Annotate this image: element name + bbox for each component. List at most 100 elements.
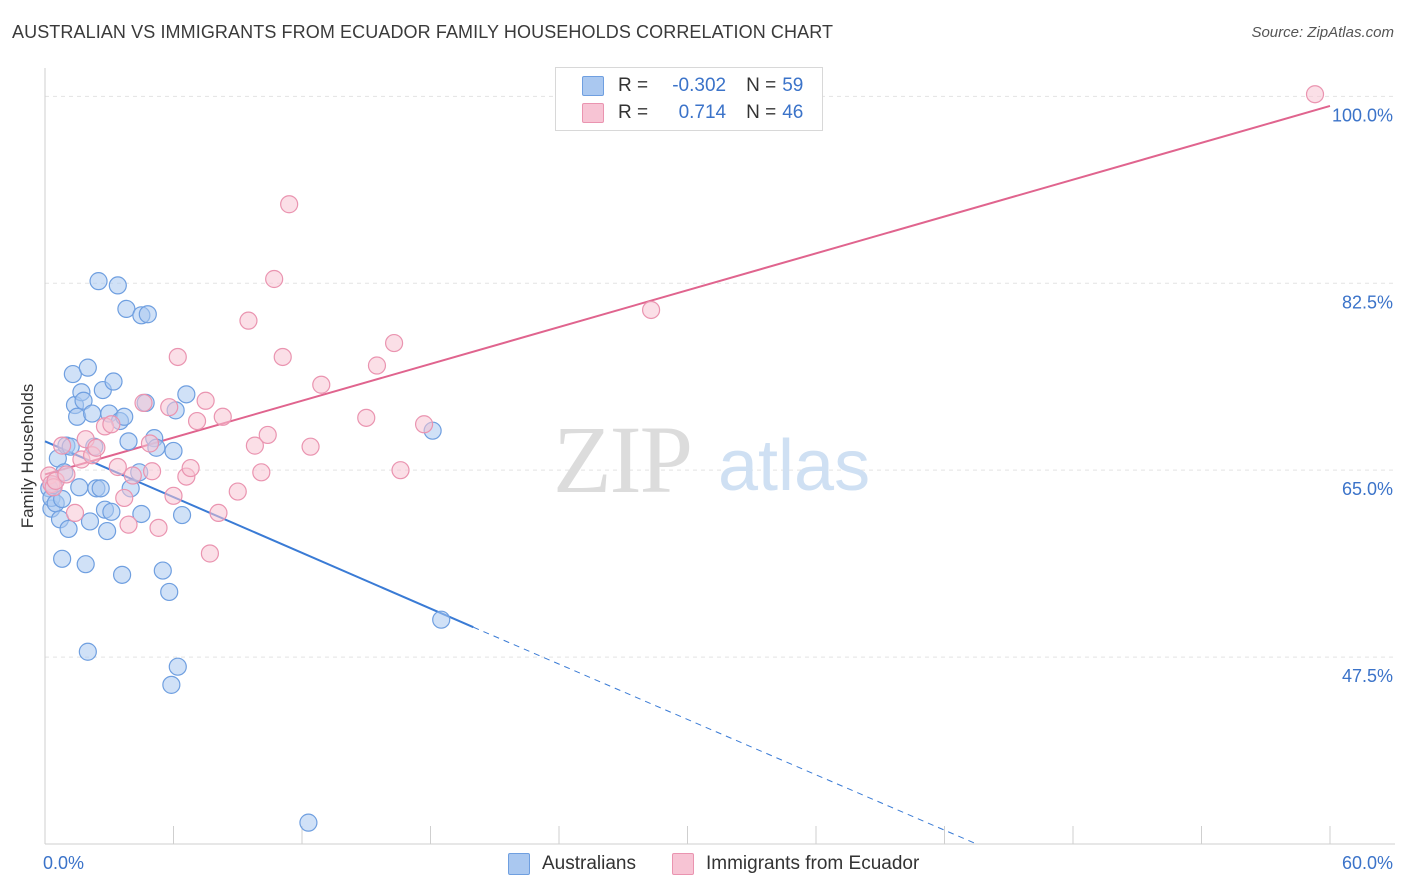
- point-australians: [68, 407, 87, 426]
- watermark-zip: ZIP: [553, 406, 691, 513]
- point-ecuador: [108, 457, 127, 477]
- point-australians: [164, 441, 183, 461]
- point-australians: [160, 582, 179, 602]
- n-label: N =: [746, 75, 777, 96]
- point-australians: [153, 561, 172, 580]
- n-label: N =: [746, 102, 777, 123]
- point-ecuador: [213, 407, 232, 426]
- point-ecuador: [123, 466, 142, 485]
- point-australians: [102, 502, 121, 521]
- chart-title: AUSTRALIAN VS IMMIGRANTS FROM ECUADOR FA…: [12, 22, 834, 42]
- r-label: R =: [618, 75, 649, 96]
- y-tick-label: 65.0%: [1342, 479, 1393, 499]
- point-ecuador: [196, 391, 215, 410]
- r-label: R =: [618, 102, 649, 123]
- stats-legend: R = -0.302 N = 59 R = 0.714 N = 46: [555, 67, 823, 131]
- point-australians: [91, 479, 110, 498]
- stats-legend-row-ecuador: R = 0.714 N = 46: [582, 101, 803, 125]
- point-australians: [80, 512, 100, 531]
- point-ecuador: [140, 434, 160, 453]
- point-ecuador: [258, 425, 277, 445]
- y-tick-label: 47.5%: [1342, 666, 1393, 686]
- y-tick-label: 82.5%: [1342, 292, 1393, 312]
- point-australians: [78, 642, 97, 661]
- legend-label: Australians: [542, 853, 636, 874]
- point-australians: [299, 813, 318, 832]
- point-australians: [98, 521, 117, 541]
- point-ecuador: [245, 436, 264, 455]
- point-ecuador: [1305, 85, 1325, 104]
- point-ecuador: [115, 488, 134, 508]
- point-australians: [112, 565, 132, 584]
- x-tick-label: 0.0%: [43, 853, 84, 873]
- point-australians: [162, 675, 181, 694]
- point-australians: [177, 385, 196, 404]
- point-australians: [89, 272, 108, 291]
- point-ecuador: [142, 462, 162, 481]
- n-value: 59: [782, 75, 804, 96]
- y-axis-title: Family Households: [18, 383, 37, 529]
- grid-lines: [45, 95, 1395, 658]
- stats-legend-row-australians: R = -0.302 N = 59: [582, 74, 803, 98]
- point-ecuador: [239, 311, 258, 330]
- point-ecuador: [53, 436, 72, 455]
- point-australians: [132, 504, 151, 524]
- point-australians: [138, 305, 157, 324]
- point-ecuador: [367, 356, 387, 375]
- data-points: [40, 85, 1325, 832]
- legend-item-australians: Australians: [508, 852, 636, 876]
- point-australians: [76, 555, 95, 574]
- point-ecuador: [641, 300, 661, 320]
- n-value: 46: [782, 102, 804, 123]
- point-ecuador: [312, 375, 331, 394]
- point-australians: [168, 657, 187, 676]
- point-ecuador: [414, 415, 434, 434]
- point-australians: [104, 372, 123, 391]
- point-australians: [63, 364, 82, 384]
- point-ecuador: [134, 393, 153, 412]
- point-ecuador: [181, 458, 200, 478]
- point-australians: [172, 505, 192, 525]
- point-ecuador: [357, 408, 376, 427]
- r-value: 0.714: [678, 102, 727, 123]
- point-australians: [117, 299, 136, 319]
- y-tick-label: 100.0%: [1332, 105, 1393, 125]
- point-ecuador: [252, 463, 271, 482]
- r-value: -0.302: [672, 75, 727, 96]
- point-ecuador: [301, 437, 320, 456]
- legend-item-ecuador: Immigrants from Ecuador: [672, 852, 919, 876]
- point-australians: [59, 519, 78, 539]
- point-ecuador: [273, 347, 292, 367]
- point-ecuador: [164, 486, 183, 505]
- tick-labels: 100.0% 82.5% 65.0% 47.5% 0.0% 60.0%: [43, 105, 1393, 873]
- point-australians: [432, 610, 451, 629]
- x-tick-label: 60.0%: [1342, 853, 1393, 873]
- point-ecuador: [209, 503, 228, 523]
- point-australians: [53, 549, 72, 568]
- source-label: Source: ZipAtlas.com: [1251, 24, 1394, 41]
- point-australians: [74, 391, 93, 410]
- point-australians: [108, 276, 127, 295]
- point-ecuador: [149, 518, 168, 537]
- point-ecuador: [200, 544, 220, 563]
- point-ecuador: [65, 503, 85, 523]
- point-ecuador: [160, 398, 179, 417]
- point-ecuador: [228, 482, 247, 501]
- point-ecuador: [119, 515, 138, 534]
- point-australians: [78, 358, 97, 377]
- point-ecuador: [384, 333, 404, 353]
- watermark-atlas: atlas: [718, 426, 870, 506]
- point-ecuador: [280, 195, 299, 214]
- legend-swatch-blue: [508, 853, 530, 875]
- point-australians: [83, 404, 102, 423]
- point-ecuador: [391, 461, 410, 480]
- point-ecuador: [87, 438, 106, 457]
- point-ecuador: [265, 269, 284, 289]
- watermark: ZIP atlas: [553, 406, 870, 513]
- point-ecuador: [57, 465, 76, 484]
- point-ecuador: [102, 415, 121, 434]
- point-ecuador: [187, 411, 207, 431]
- legend-label: Immigrants from Ecuador: [706, 853, 920, 874]
- legend-swatch-blue: [582, 76, 604, 96]
